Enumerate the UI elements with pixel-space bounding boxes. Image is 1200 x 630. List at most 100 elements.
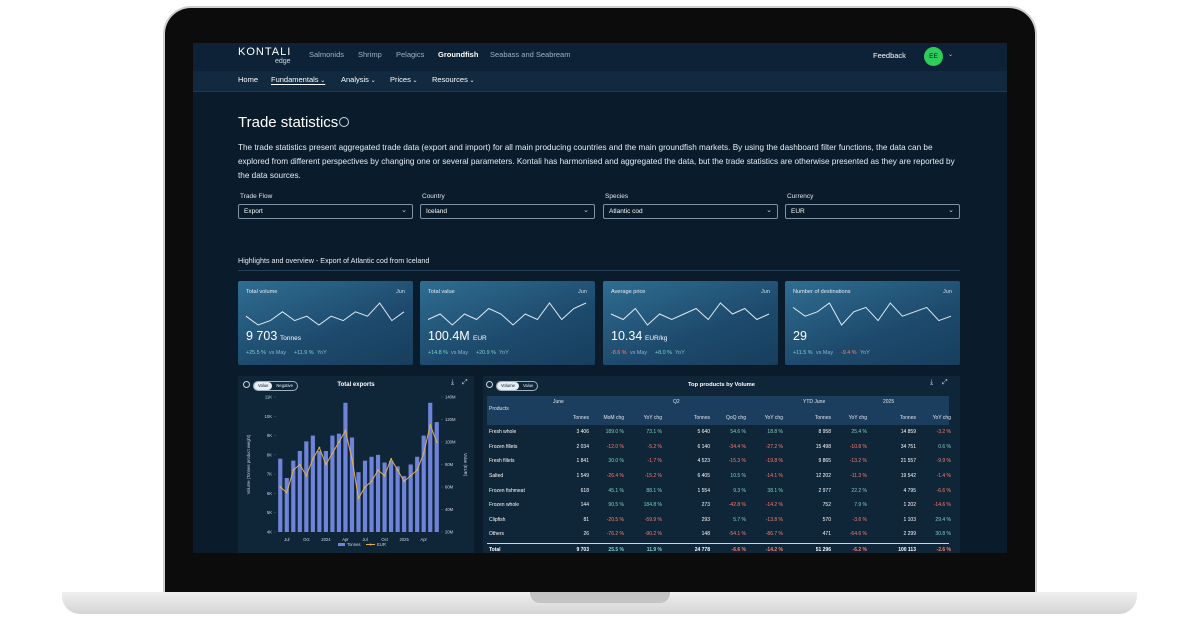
row-label: Clipfish: [489, 517, 506, 523]
subnav-item[interactable]: Home: [238, 75, 259, 84]
change-label: vs May: [269, 350, 287, 356]
laptop-notch: [530, 592, 670, 603]
legend-label: EUR: [377, 542, 386, 547]
line-marker: [292, 469, 295, 472]
line-marker: [285, 491, 288, 494]
table-cell: 45.1 %: [608, 488, 624, 494]
table-cell: 90.5 %: [608, 502, 624, 508]
info-icon: [339, 117, 349, 127]
table-cell: -1.7 %: [647, 458, 662, 464]
download-icon[interactable]: ⤓: [451, 379, 455, 386]
chart-panel: Value Negative Total exports ⤓ ⤢ 11K 10K 9K 8K 7K…: [238, 376, 474, 553]
expand-icon[interactable]: ⤢: [942, 379, 948, 386]
row-label: Fresh whole: [489, 429, 517, 435]
subnav-item[interactable]: Fundamentals ⌄: [271, 75, 326, 84]
filter-select[interactable]: Iceland ⌄: [420, 204, 595, 219]
subnav-item[interactable]: Prices ⌄: [390, 75, 418, 84]
table-cell: -6.6 %: [731, 547, 746, 553]
x-tick-label: Apr: [420, 537, 427, 542]
table-cell: -9.9 %: [936, 458, 951, 464]
expand-icon[interactable]: ⤢: [462, 379, 468, 386]
table-cell: 88.1 %: [646, 488, 662, 494]
subnav-item[interactable]: Resources ⌄: [432, 75, 475, 84]
sparkline: [792, 302, 952, 326]
logo: KONTALI: [238, 46, 292, 58]
table-cell: 2 299: [903, 531, 916, 537]
table-cell: 10.5 %: [730, 473, 746, 479]
table-cell: 34 751: [900, 444, 916, 450]
table-cell: 6 405: [697, 473, 710, 479]
toggle[interactable]: Value: [522, 383, 534, 388]
change-label: YoY: [499, 350, 509, 356]
table-cell: 38.1 %: [767, 488, 783, 494]
table-cell: 293: [701, 517, 710, 523]
card-value: 100.4M: [428, 329, 470, 343]
history-icon[interactable]: [486, 381, 493, 388]
caret: ⌄: [318, 78, 326, 84]
line-marker: [390, 457, 392, 460]
filter-select[interactable]: Atlantic cod ⌄: [603, 204, 778, 219]
toggle[interactable]: Volume: [497, 382, 519, 390]
table-cell: -3.6 %: [852, 517, 867, 523]
sparkline: [245, 302, 405, 326]
nav-tab[interactable]: Pelagics: [396, 50, 425, 59]
bar: [304, 441, 309, 532]
change-label: vs May: [816, 350, 834, 356]
change-label: YoY: [675, 350, 685, 356]
divider: [238, 270, 960, 271]
card-title: Average price: [611, 289, 646, 295]
y2-tick-label: 60M: [445, 485, 454, 490]
bar: [408, 464, 413, 532]
change-value: -8.6 %: [611, 350, 627, 356]
legend-label: Tonnes: [347, 542, 361, 547]
column-group: June: [553, 399, 564, 405]
feedback-link[interactable]: Feedback: [873, 51, 906, 60]
column-header: Tonnes: [899, 415, 916, 421]
avatar[interactable]: EE: [924, 47, 943, 66]
line-marker: [318, 446, 321, 449]
table-cell: 29.4 %: [935, 517, 951, 523]
line-marker: [331, 452, 334, 455]
sparkline: [427, 302, 587, 326]
filter-select[interactable]: Export ⌄: [238, 204, 413, 219]
screen: KONTALI edge Salmonids Shrimp Pelagics Ground…: [193, 43, 1007, 553]
bar: [395, 466, 400, 532]
toggle[interactable]: Negative: [276, 383, 293, 388]
table-cell: 1 202: [903, 502, 916, 508]
filter-select[interactable]: EUR ⌄: [785, 204, 960, 219]
table-cell: -14.2 %: [765, 547, 783, 553]
row-label: Salted: [489, 473, 504, 479]
nav-tab[interactable]: Shrimp: [358, 50, 382, 59]
nav-tab[interactable]: Seabass and Seabream: [490, 50, 571, 59]
bar: [310, 435, 315, 532]
subnav-item[interactable]: Analysis ⌄: [341, 75, 376, 84]
table-cell: 26: [583, 531, 589, 537]
nav-tab[interactable]: Groundfish: [438, 50, 479, 59]
table-cell: 618: [580, 488, 589, 494]
line-marker: [396, 469, 399, 472]
nav-tab[interactable]: Salmonids: [309, 50, 345, 59]
logo-sub: edge: [275, 58, 291, 65]
sparkline-area: [610, 302, 770, 326]
line-marker: [403, 480, 406, 483]
line-marker: [357, 497, 360, 500]
combo-chart: 11K 10K 9K 8K 7K 6K 5K 4K 140M 120M 100M 80M 60M 40M 2…: [246, 395, 468, 548]
y-axis-title: Volume (Tonnes product weight): [246, 434, 251, 494]
bar: [421, 435, 426, 532]
bar: [343, 402, 348, 532]
table-cell: 189.0 %: [605, 429, 624, 435]
y2-axis-title: Value (EUR): [463, 453, 468, 477]
history-icon[interactable]: [243, 381, 250, 388]
table-cell: -11.3 %: [850, 473, 867, 479]
table-cell: 18.8 %: [767, 429, 783, 435]
column-header: YoY chg: [932, 415, 951, 421]
x-tick-label: Jul: [362, 537, 367, 542]
toggle[interactable]: Value: [254, 382, 273, 390]
table-cell: 100 113: [898, 547, 916, 553]
line-marker: [435, 441, 438, 443]
card-title: Number of destinations: [793, 289, 851, 295]
download-icon[interactable]: ⤓: [930, 379, 934, 386]
filter-value: Iceland: [426, 208, 447, 215]
card-value: 9 703: [246, 329, 278, 343]
total-divider: [487, 543, 949, 544]
